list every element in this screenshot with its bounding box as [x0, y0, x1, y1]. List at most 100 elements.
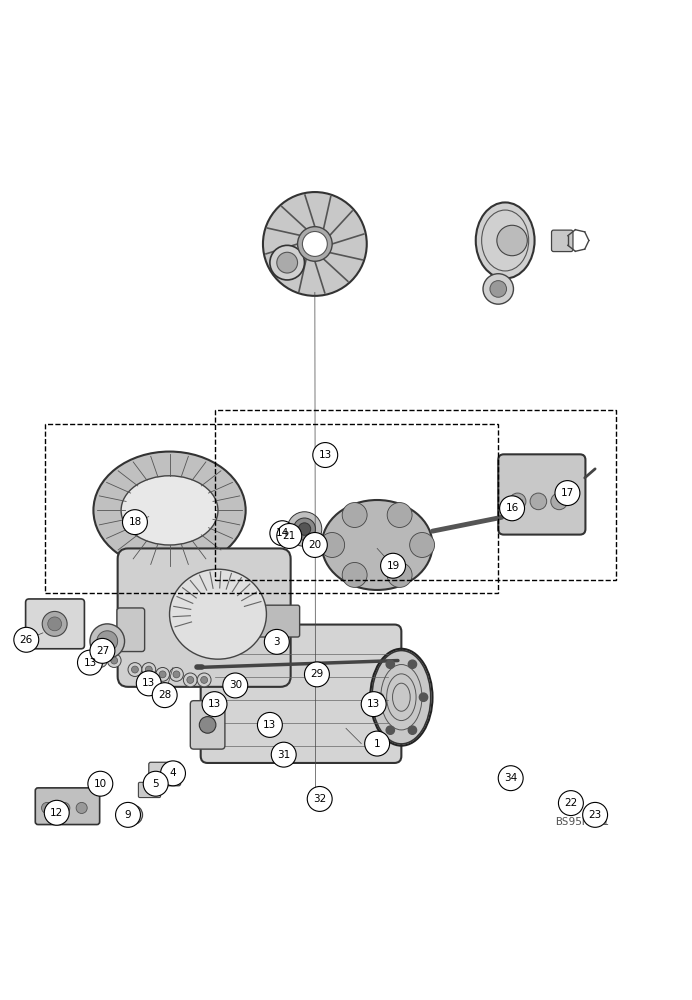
- Circle shape: [107, 654, 121, 667]
- Circle shape: [161, 761, 185, 786]
- Circle shape: [302, 533, 327, 557]
- Circle shape: [42, 802, 53, 813]
- Text: 30: 30: [229, 680, 242, 690]
- Ellipse shape: [121, 476, 218, 545]
- Circle shape: [122, 510, 147, 535]
- Text: 13: 13: [208, 699, 221, 709]
- Circle shape: [97, 657, 104, 664]
- Circle shape: [201, 676, 208, 683]
- Circle shape: [287, 512, 322, 546]
- Circle shape: [313, 443, 338, 467]
- Circle shape: [173, 671, 180, 678]
- Circle shape: [156, 667, 170, 681]
- Circle shape: [257, 712, 282, 737]
- Circle shape: [197, 673, 211, 687]
- FancyBboxPatch shape: [26, 599, 84, 649]
- Circle shape: [97, 631, 118, 652]
- Circle shape: [419, 693, 428, 701]
- Text: 14: 14: [275, 528, 289, 538]
- Ellipse shape: [170, 569, 266, 659]
- Circle shape: [116, 802, 140, 827]
- Circle shape: [298, 523, 311, 535]
- Text: 5: 5: [152, 779, 159, 789]
- Circle shape: [342, 562, 367, 587]
- Circle shape: [551, 493, 567, 510]
- Text: 17: 17: [561, 488, 574, 498]
- Circle shape: [307, 786, 332, 811]
- Circle shape: [498, 766, 523, 791]
- Text: 13: 13: [263, 720, 277, 730]
- Ellipse shape: [322, 500, 432, 590]
- FancyBboxPatch shape: [552, 230, 573, 252]
- Circle shape: [14, 627, 39, 652]
- Circle shape: [270, 521, 295, 546]
- FancyBboxPatch shape: [117, 608, 145, 652]
- Circle shape: [375, 693, 383, 701]
- Circle shape: [42, 611, 67, 636]
- Circle shape: [128, 663, 142, 676]
- Circle shape: [223, 673, 248, 698]
- Circle shape: [381, 553, 406, 578]
- Text: 12: 12: [50, 808, 64, 818]
- FancyBboxPatch shape: [254, 605, 300, 637]
- Text: 22: 22: [564, 798, 578, 808]
- Bar: [45, 424, 498, 593]
- Circle shape: [361, 692, 386, 717]
- FancyBboxPatch shape: [138, 782, 161, 798]
- Text: 4: 4: [170, 768, 176, 778]
- Text: 32: 32: [313, 794, 327, 804]
- Circle shape: [320, 533, 345, 557]
- Circle shape: [277, 252, 298, 273]
- Circle shape: [342, 503, 367, 527]
- Circle shape: [410, 533, 435, 557]
- Circle shape: [264, 629, 289, 654]
- Circle shape: [483, 274, 513, 304]
- Circle shape: [78, 650, 102, 675]
- Circle shape: [530, 493, 547, 510]
- Text: 26: 26: [19, 635, 33, 645]
- Circle shape: [583, 802, 608, 827]
- Circle shape: [293, 518, 316, 540]
- Text: 27: 27: [95, 646, 109, 656]
- Circle shape: [111, 657, 118, 664]
- Text: 13: 13: [318, 450, 332, 460]
- Text: 16: 16: [505, 503, 519, 513]
- Circle shape: [387, 562, 412, 587]
- Circle shape: [387, 503, 412, 527]
- Circle shape: [90, 638, 115, 663]
- Circle shape: [123, 805, 143, 825]
- Text: 10: 10: [94, 779, 107, 789]
- Circle shape: [93, 654, 107, 667]
- Text: 3: 3: [273, 637, 280, 647]
- Circle shape: [386, 660, 394, 668]
- FancyBboxPatch shape: [118, 548, 291, 687]
- Circle shape: [142, 663, 156, 676]
- Circle shape: [90, 624, 125, 658]
- Circle shape: [143, 771, 168, 796]
- Circle shape: [136, 671, 161, 696]
- Circle shape: [408, 726, 417, 734]
- Circle shape: [386, 726, 394, 734]
- Text: 13: 13: [83, 658, 97, 668]
- FancyBboxPatch shape: [190, 701, 225, 749]
- Circle shape: [555, 481, 580, 506]
- Circle shape: [183, 673, 197, 687]
- Text: 29: 29: [310, 669, 324, 679]
- Circle shape: [509, 493, 526, 510]
- Text: 19: 19: [386, 561, 400, 571]
- Ellipse shape: [93, 452, 246, 569]
- Text: BS95H001: BS95H001: [555, 817, 609, 827]
- Circle shape: [271, 742, 296, 767]
- Ellipse shape: [475, 202, 534, 279]
- Text: 23: 23: [588, 810, 602, 820]
- Text: 28: 28: [158, 690, 172, 700]
- Circle shape: [500, 496, 525, 521]
- Circle shape: [304, 662, 329, 687]
- Text: 13: 13: [367, 699, 381, 709]
- Circle shape: [365, 731, 390, 756]
- Circle shape: [298, 227, 332, 261]
- Circle shape: [44, 800, 69, 825]
- Text: 20: 20: [309, 540, 321, 550]
- Text: 34: 34: [504, 773, 518, 783]
- Circle shape: [490, 281, 507, 297]
